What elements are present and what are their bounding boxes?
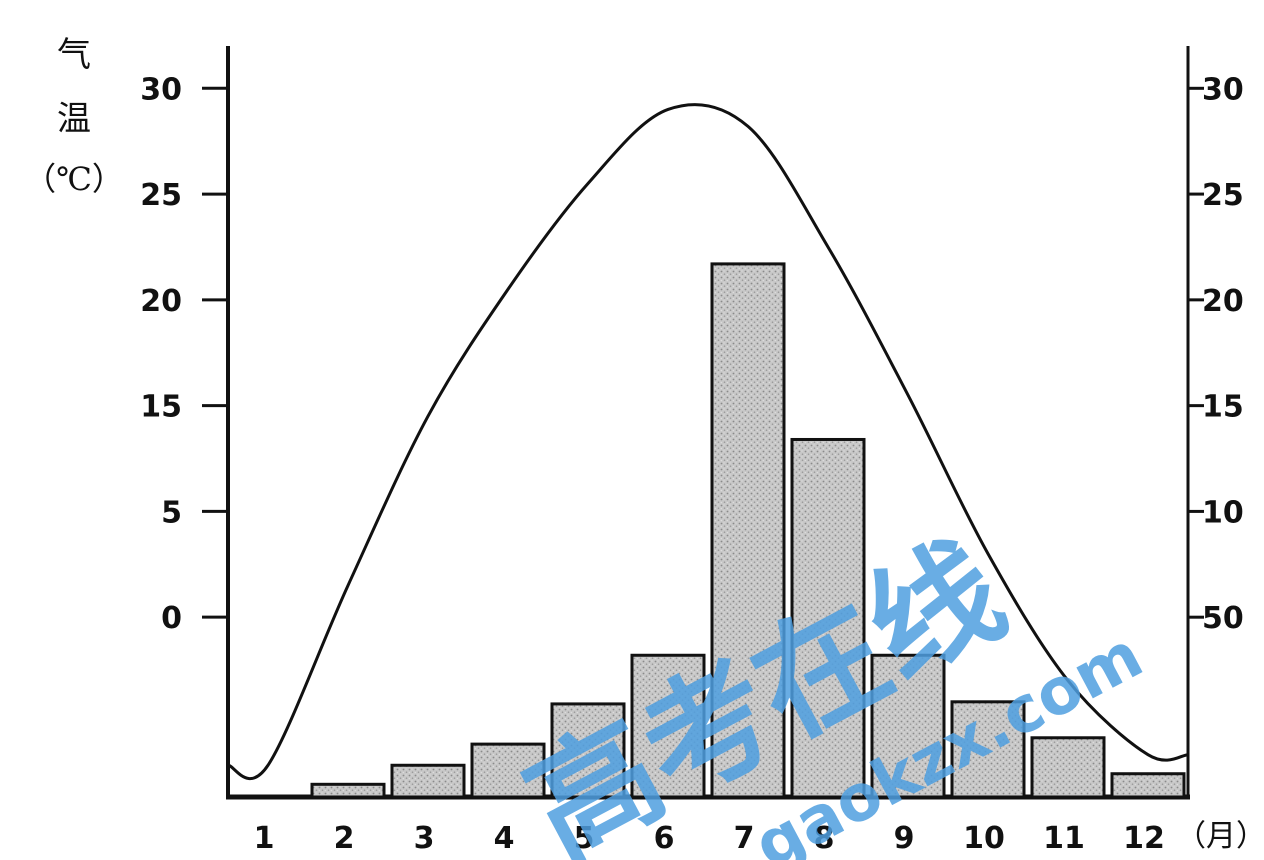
temperature-curve: [227, 103, 1189, 781]
precipitation-bar: [310, 782, 386, 799]
x-tick-label: 4: [494, 821, 515, 856]
x-tick-label: 12: [1123, 821, 1165, 856]
x-axis-tick-labels: 1 2 3 4 5 6 7 8 9 10 11 12: [254, 821, 1165, 856]
x-tick-label: 6: [654, 821, 675, 856]
precipitation-bar: [950, 700, 1026, 799]
x-tick-label: 5: [574, 821, 595, 856]
x-tick-label: 8: [814, 821, 835, 856]
precipitation-bar: [790, 437, 866, 799]
x-tick-label: 3: [414, 821, 435, 856]
precipitation-bar: [1110, 772, 1186, 799]
left-tick-label: 30: [140, 72, 182, 107]
left-tick-label: 0: [161, 601, 182, 636]
left-tick-label: 5: [161, 495, 182, 530]
x-tick-label: 2: [334, 821, 355, 856]
left-tick-label: 15: [140, 390, 182, 425]
precipitation-bar: [1030, 736, 1106, 799]
precipitation-bars: [310, 262, 1186, 799]
left-axis-title: 气 温 （℃）: [24, 35, 124, 198]
precipitation-bar: [710, 262, 786, 799]
right-tick-label: 15: [1202, 390, 1244, 425]
precipitation-bar: [550, 702, 626, 799]
precipitation-bar: [390, 763, 466, 799]
x-tick-label: 11: [1043, 821, 1085, 856]
left-axis-title-char-1: 气: [57, 35, 91, 75]
right-axis-ticks: 30 25 20 15 10 50: [1188, 72, 1244, 636]
right-tick-label: 50: [1202, 601, 1244, 636]
left-tick-label: 20: [140, 284, 182, 319]
axes: [226, 46, 1190, 800]
left-axis-ticks: 30 25 20 15 5 0: [140, 72, 228, 636]
left-axis-title-char-2: 温: [57, 99, 91, 139]
precipitation-bar: [630, 653, 706, 799]
x-axis-unit: （月）: [1176, 819, 1264, 854]
x-tick-label: 9: [894, 821, 915, 856]
left-tick-label: 25: [140, 178, 182, 213]
precipitation-bar: [870, 653, 946, 799]
x-tick-label: 1: [254, 821, 275, 856]
right-tick-label: 25: [1202, 178, 1244, 213]
right-tick-label: 30: [1202, 72, 1244, 107]
x-tick-label: 7: [734, 821, 755, 856]
right-tick-label: 10: [1202, 495, 1244, 530]
x-tick-label: 10: [963, 821, 1005, 856]
precipitation-bar: [470, 742, 546, 799]
right-tick-label: 20: [1202, 284, 1244, 319]
left-axis-title-char-3: （℃）: [24, 160, 124, 198]
